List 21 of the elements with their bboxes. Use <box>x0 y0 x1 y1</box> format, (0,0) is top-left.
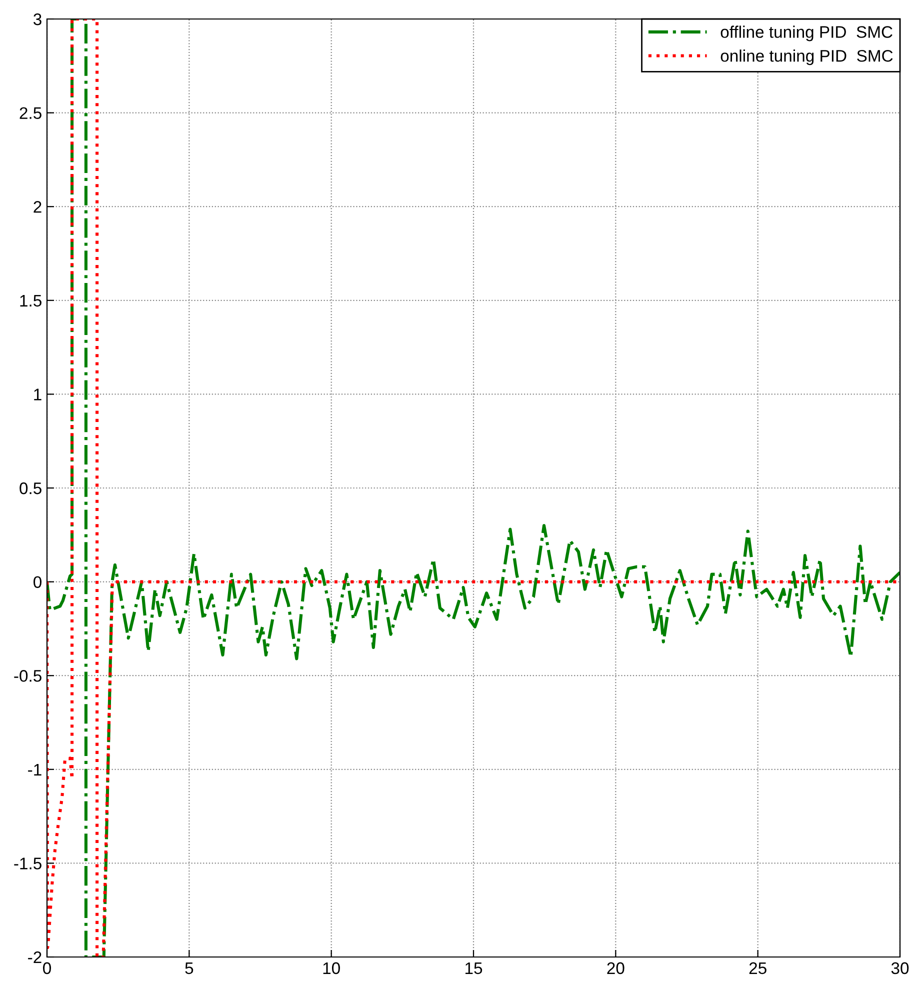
y-tick-label: 0 <box>34 576 42 588</box>
line-series <box>47 19 900 957</box>
y-tick-label: 3 <box>34 13 42 26</box>
y-tick-label: -1.5 <box>14 858 42 870</box>
y-tick-label: 2 <box>34 201 42 213</box>
x-tick-label: 10 <box>323 962 340 974</box>
y-tick-label: -1 <box>28 764 42 776</box>
y-tick-label: 2.5 <box>20 107 42 120</box>
x-tick-label: 20 <box>607 962 624 974</box>
legend-label: online tuning PID SMC <box>720 50 893 66</box>
y-tick-label: 1.5 <box>20 294 42 307</box>
y-tick-label: 1 <box>34 388 42 400</box>
x-tick-label: 15 <box>466 962 482 974</box>
x-tick-label: 25 <box>749 962 766 974</box>
x-tick-label: 0 <box>43 962 51 974</box>
y-tick-label: -0.5 <box>14 670 42 682</box>
x-tick-label: 5 <box>185 962 194 974</box>
legend-label: offline tuning PID SMC <box>720 26 892 42</box>
x-tick-label: 30 <box>891 962 909 974</box>
y-tick-label: -2 <box>28 951 42 964</box>
y-tick-label: 0.5 <box>20 482 42 494</box>
